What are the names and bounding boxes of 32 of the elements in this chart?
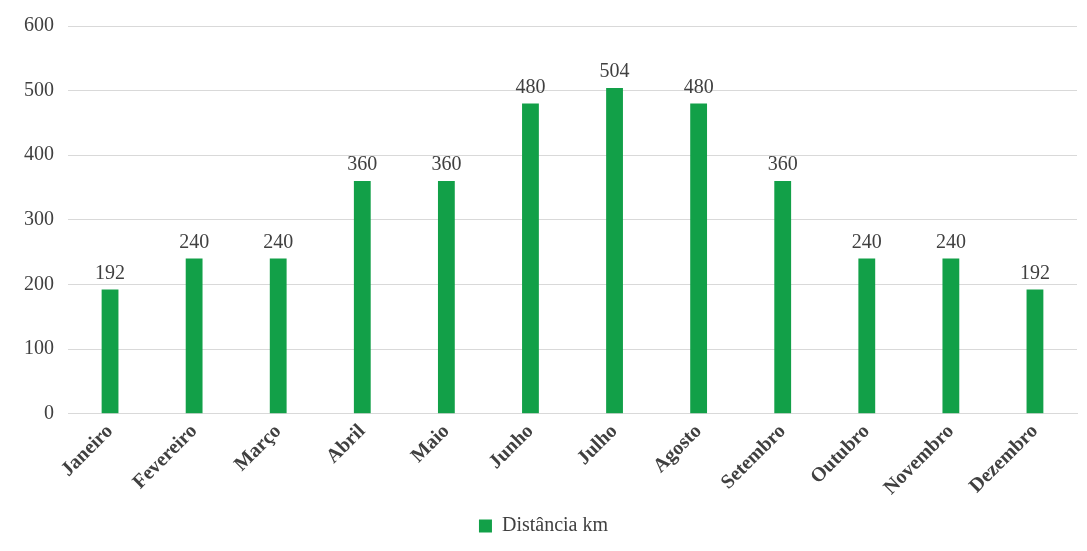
y-tick-label: 200 bbox=[24, 271, 54, 294]
bar bbox=[437, 181, 455, 414]
y-tick-label: 400 bbox=[24, 142, 54, 165]
data-label: 360 bbox=[767, 152, 798, 175]
data-label: 240 bbox=[935, 229, 966, 252]
bar bbox=[185, 258, 203, 414]
data-label: 240 bbox=[179, 229, 210, 252]
bar bbox=[101, 289, 119, 414]
bar bbox=[690, 103, 708, 414]
y-tick-label: 0 bbox=[44, 400, 54, 423]
data-label: 192 bbox=[1019, 260, 1050, 283]
bar bbox=[774, 181, 792, 414]
legend-label: Distância km bbox=[501, 513, 609, 536]
y-tick-label: 300 bbox=[24, 207, 54, 230]
bar bbox=[269, 258, 287, 414]
y-tick-label: 500 bbox=[24, 77, 54, 100]
bar bbox=[606, 88, 623, 414]
data-label: 360 bbox=[347, 152, 378, 175]
data-label: 192 bbox=[95, 260, 126, 283]
y-tick-label: 100 bbox=[24, 336, 54, 359]
data-label: 360 bbox=[431, 152, 462, 175]
data-label: 504 bbox=[599, 59, 630, 82]
data-label: 480 bbox=[515, 74, 546, 97]
bar bbox=[1026, 289, 1044, 414]
bar bbox=[942, 258, 960, 414]
y-tick-label: 600 bbox=[24, 13, 54, 36]
bar bbox=[353, 181, 371, 414]
data-label: 240 bbox=[851, 229, 882, 252]
data-label: 240 bbox=[263, 229, 294, 252]
data-label: 480 bbox=[683, 74, 714, 97]
bar bbox=[858, 258, 876, 414]
bar bbox=[522, 103, 539, 414]
